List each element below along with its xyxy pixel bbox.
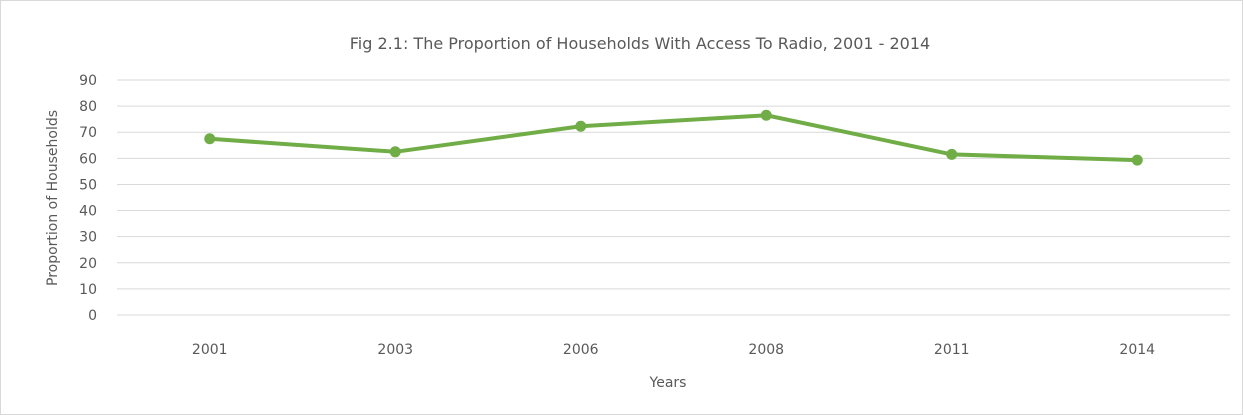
y-axis-title: Proportion of Households xyxy=(45,110,61,286)
y-tick-label: 30 xyxy=(79,230,97,246)
y-tick-label: 50 xyxy=(79,177,97,193)
chart-title: Fig 2.1: The Proportion of Households Wi… xyxy=(350,34,930,53)
x-tick-label: 2001 xyxy=(192,342,228,358)
data-point-2008 xyxy=(760,109,772,121)
x-axis-tick-labels: 2001 2003 2006 2008 2011 2014 xyxy=(192,342,1155,358)
data-point-2011 xyxy=(946,148,958,160)
y-tick-label: 0 xyxy=(88,308,97,324)
series-line xyxy=(207,113,1140,163)
y-tick-label: 70 xyxy=(79,125,97,141)
x-axis-title: Years xyxy=(649,375,687,391)
series-group xyxy=(204,109,1143,166)
x-tick-label: 2011 xyxy=(934,342,970,358)
y-tick-label: 80 xyxy=(79,99,97,115)
y-axis-tick-labels: 0 10 20 30 40 50 60 70 80 90 xyxy=(79,73,97,324)
data-point-2014 xyxy=(1131,154,1143,166)
x-tick-label: 2014 xyxy=(1119,342,1155,358)
gridlines xyxy=(117,79,1230,316)
y-tick-label: 60 xyxy=(79,151,97,167)
data-point-2003 xyxy=(389,146,401,158)
x-tick-label: 2008 xyxy=(748,342,784,358)
x-tick-label: 2006 xyxy=(563,342,599,358)
y-tick-label: 90 xyxy=(79,73,97,89)
data-point-2006 xyxy=(575,120,587,132)
y-tick-label: 10 xyxy=(79,282,97,298)
y-tick-label: 40 xyxy=(79,204,97,220)
y-tick-label: 20 xyxy=(79,256,97,272)
x-tick-label: 2003 xyxy=(377,342,413,358)
data-point-2001 xyxy=(204,133,216,145)
